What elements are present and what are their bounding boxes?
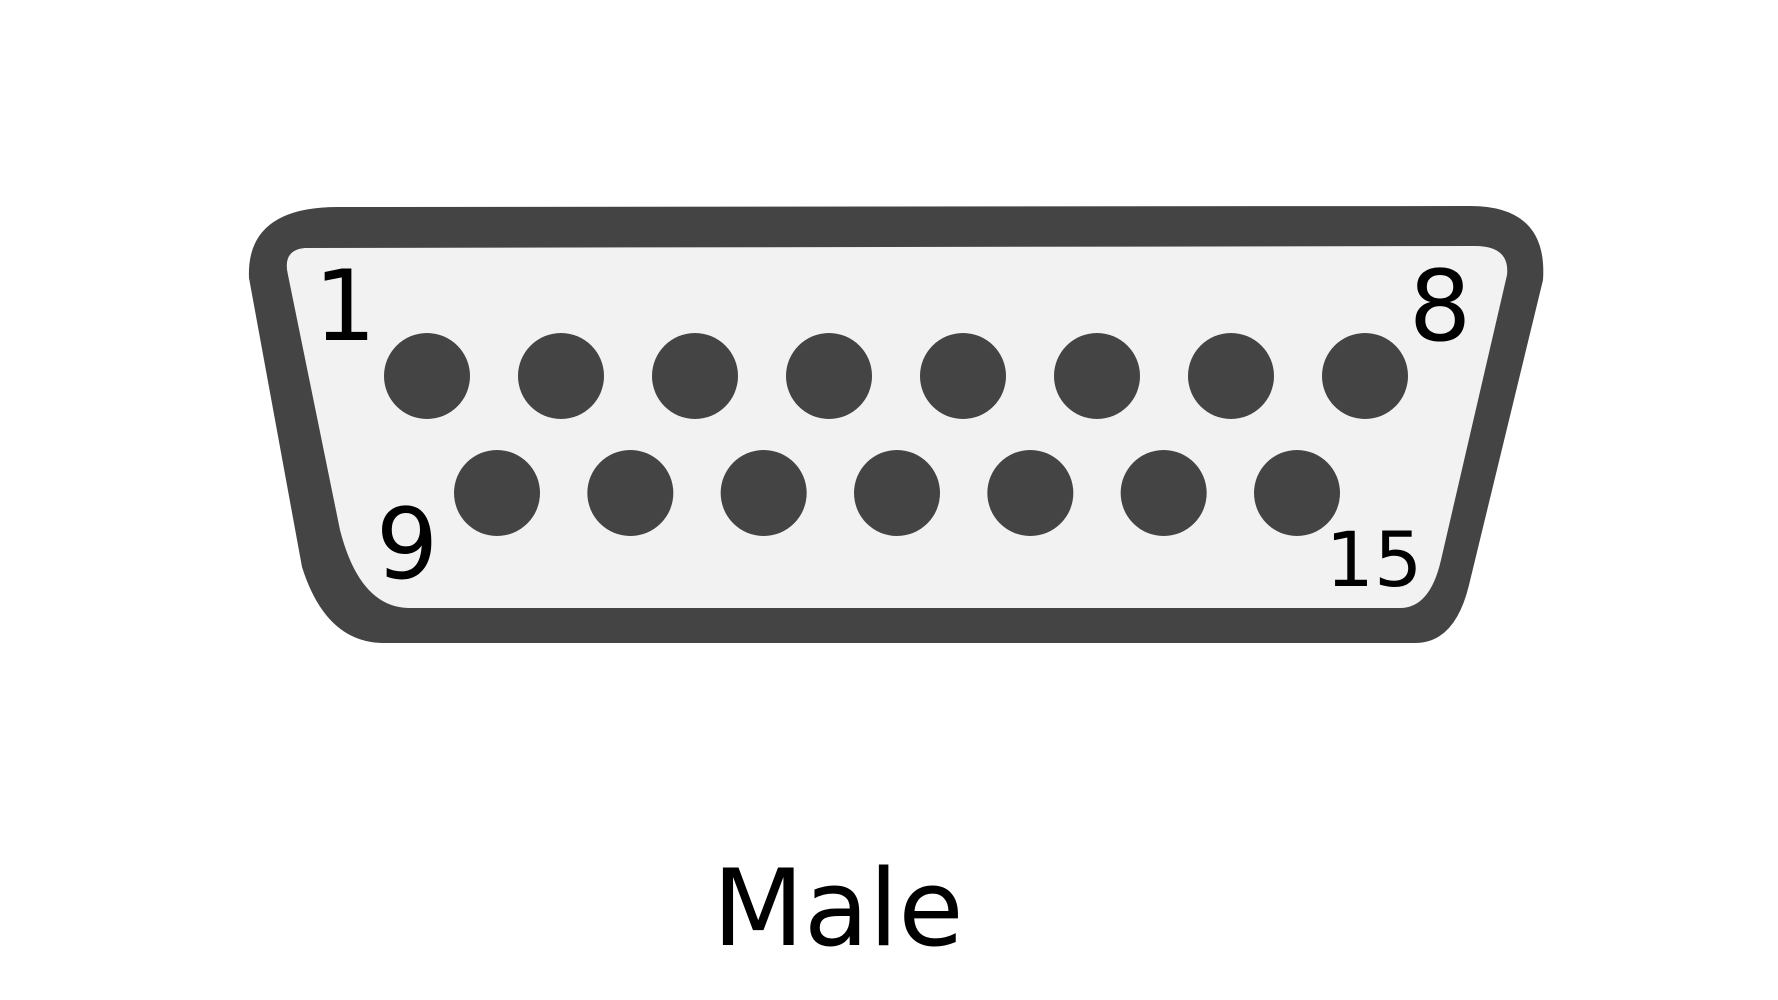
pin-13 — [987, 450, 1074, 536]
pin-label-1: 1 — [314, 250, 376, 364]
pin-11 — [720, 450, 807, 536]
pin-2 — [518, 333, 604, 419]
pin-5 — [920, 333, 1006, 419]
pin-label-9: 9 — [376, 488, 438, 602]
pin-7 — [1188, 333, 1274, 419]
pin-14 — [1120, 450, 1207, 536]
pin-label-8: 8 — [1409, 250, 1471, 364]
pin-4 — [786, 333, 872, 419]
pin-6 — [1054, 333, 1140, 419]
pin-label-15: 15 — [1326, 515, 1423, 604]
pin-9 — [454, 450, 540, 536]
pin-12 — [854, 450, 940, 536]
pin-3 — [652, 333, 738, 419]
connector-face — [286, 246, 1508, 608]
connector-caption: Male — [712, 847, 963, 970]
pin-1 — [384, 333, 470, 419]
pin-8 — [1322, 333, 1408, 419]
pin-15 — [1254, 450, 1340, 536]
pin-array — [384, 333, 1408, 536]
pin-10 — [587, 450, 674, 536]
